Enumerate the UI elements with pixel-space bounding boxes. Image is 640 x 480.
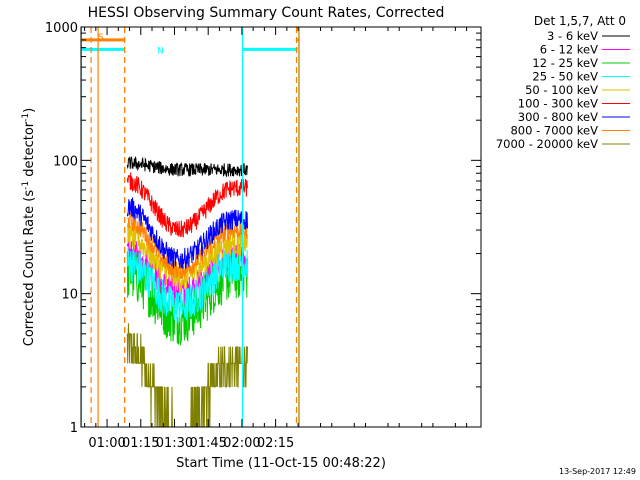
legend-label: 50 - 100 keV xyxy=(525,83,598,97)
flag-label-N: N xyxy=(157,46,164,56)
footer-timestamp: 13-Sep-2017 12:49 xyxy=(559,467,636,476)
legend-label: 300 - 800 keV xyxy=(518,110,598,124)
legend-label: 800 - 7000 keV xyxy=(510,124,598,138)
chart-title: HESSI Observing Summary Count Rates, Cor… xyxy=(88,5,445,21)
x-tick-label: 01:45 xyxy=(189,436,226,451)
series-300to800keV-line xyxy=(126,197,248,269)
series-100to300keV-line xyxy=(126,172,248,238)
x-tick-label: 01:30 xyxy=(156,436,193,451)
y-axis-label-part2: detector xyxy=(22,121,37,181)
y-axis-label-sup1: -1 xyxy=(21,181,31,190)
x-tick-label: 02:00 xyxy=(223,436,260,451)
legend-label: 7000 - 20000 keV xyxy=(496,137,598,151)
x-axis-label: Start Time (11-Oct-15 00:48:22) xyxy=(176,456,386,471)
plot-frame xyxy=(80,26,482,428)
y-tick-label: 100 xyxy=(53,154,78,169)
flag-layer: SN xyxy=(81,33,299,56)
x-tick-label: 01:00 xyxy=(88,436,125,451)
y-axis-label: Corrected Count Rate (s-1 detector-1) xyxy=(21,108,37,346)
y-axis-label-part3: ) xyxy=(22,108,37,113)
y-tick-label: 1000 xyxy=(45,21,78,36)
x-tick-label: 01:15 xyxy=(122,436,159,451)
legend-label: 12 - 25 keV xyxy=(532,56,598,70)
y-tick-label: 10 xyxy=(61,288,78,303)
y-tick-label: 1 xyxy=(70,421,78,436)
flag-label-S: S xyxy=(98,33,104,43)
legend-label: 6 - 12 keV xyxy=(540,43,598,57)
legend-label: 3 - 6 keV xyxy=(547,29,598,43)
legend-label: 25 - 50 keV xyxy=(532,70,598,84)
y-axis-label-part1: Corrected Count Rate (s xyxy=(22,190,37,347)
series-layer xyxy=(126,155,248,428)
x-tick-label: 02:15 xyxy=(257,436,294,451)
series-3to6keV-line xyxy=(126,155,248,178)
legend-label: 100 - 300 keV xyxy=(518,97,598,111)
y-axis-label-sup2: -1 xyxy=(21,113,31,122)
legend-header: Det 1,5,7, Att 0 xyxy=(534,14,626,28)
